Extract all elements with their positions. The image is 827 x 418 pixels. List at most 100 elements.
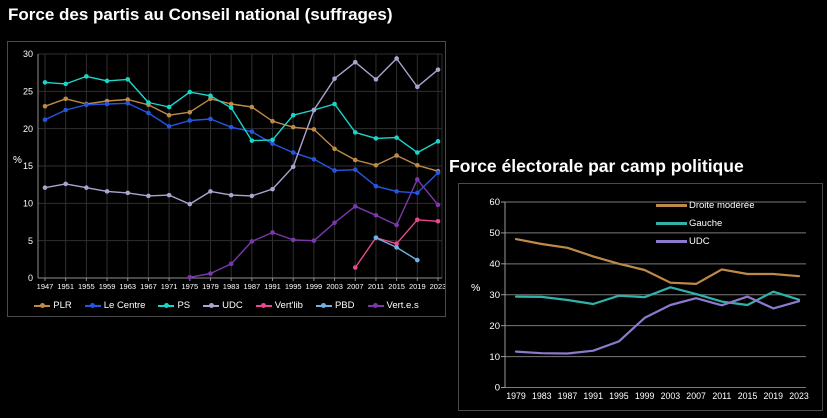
data-point — [84, 74, 89, 79]
x-tick-label: 2007 — [686, 391, 706, 401]
y-tick-label: 10 — [23, 199, 33, 209]
data-point — [394, 245, 399, 250]
data-point — [104, 189, 110, 194]
legend-item-udc: UDC — [656, 235, 754, 248]
y-axis-unit-label: % — [13, 155, 22, 166]
data-point — [187, 274, 193, 280]
data-point — [352, 157, 358, 163]
data-point — [332, 76, 337, 81]
data-point — [208, 93, 213, 99]
legend-label: UDC — [689, 236, 710, 247]
data-point — [228, 192, 234, 198]
data-point — [290, 164, 296, 170]
data-point — [42, 185, 48, 190]
legend-marker-icon — [34, 302, 51, 309]
data-point — [125, 190, 131, 196]
data-point — [311, 238, 317, 243]
series-udc — [42, 56, 441, 207]
y-tick-label: 15 — [23, 161, 33, 171]
x-tick-label: 1979 — [506, 391, 526, 401]
data-point — [63, 107, 68, 113]
left-chart-title: Force des partis au Conseil national (su… — [8, 5, 393, 24]
data-point — [187, 89, 193, 95]
data-point — [125, 77, 131, 82]
data-point — [249, 104, 255, 110]
data-point — [84, 102, 89, 108]
x-tick-label: 1995 — [609, 391, 629, 401]
data-point — [208, 271, 213, 276]
legend-item-gauche: Gauche — [656, 217, 754, 230]
data-point — [146, 100, 151, 105]
series-gauche — [514, 286, 801, 307]
data-point — [228, 261, 234, 267]
x-tick-label: 2007 — [347, 282, 364, 291]
legend-label: Droite modérée — [689, 200, 755, 211]
x-tick-label: 1947 — [37, 282, 54, 291]
legend-item-plr: PLR — [34, 300, 72, 311]
data-point — [166, 124, 172, 129]
x-tick-label: 2019 — [763, 391, 783, 401]
legend-label: UDC — [222, 300, 243, 311]
data-point — [270, 141, 275, 146]
legend-line-icon — [656, 222, 687, 225]
legend-item-udc: UDC — [203, 300, 243, 311]
x-tick-label: 1999 — [635, 391, 655, 401]
x-tick-label: 1995 — [285, 282, 302, 291]
data-point — [104, 101, 110, 107]
x-tick-label: 1999 — [306, 282, 323, 291]
x-tick-label: 1975 — [181, 282, 198, 291]
data-point — [435, 202, 441, 208]
x-tick-label: 2023 — [430, 282, 445, 291]
legend-line-icon — [656, 240, 687, 243]
data-point — [270, 137, 275, 143]
data-point — [208, 189, 213, 194]
data-point — [311, 127, 317, 132]
series-ps — [42, 74, 441, 155]
legend-marker-icon — [158, 302, 175, 309]
x-tick-label: 2003 — [326, 282, 343, 291]
x-tick-label: 1955 — [78, 282, 95, 291]
data-point — [394, 153, 399, 158]
x-tick-label: 1967 — [140, 282, 157, 291]
axis-labels: 0 5 10 15 20 25 30 1947 1951 1955 1959 1963 1967 1971… — [13, 49, 445, 291]
x-tick-label: 2015 — [738, 391, 758, 401]
right-chart-plot: 0 10 20 30 40 50 60 1979 1983 1987 1991 1995 1999 200… — [471, 197, 809, 401]
data-point — [352, 265, 358, 270]
data-point — [290, 124, 296, 130]
legend-item-le-centre: Le Centre — [84, 300, 145, 311]
data-point — [435, 67, 441, 72]
x-tick-label: 1979 — [202, 282, 219, 291]
data-point — [311, 156, 317, 162]
data-point — [270, 118, 275, 124]
data-point — [63, 181, 68, 187]
legend-marker-icon — [84, 302, 101, 309]
data-point — [415, 177, 420, 182]
x-tick-label: 1951 — [57, 282, 74, 291]
data-point — [146, 193, 151, 199]
legend-marker-icon — [255, 302, 272, 309]
x-tick-label: 2011 — [712, 391, 731, 401]
series-le-centre — [42, 100, 441, 196]
y-axis-unit-label: % — [471, 282, 480, 294]
y-tick-label: 20 — [489, 321, 500, 332]
data-point — [435, 218, 441, 224]
y-tick-label: 20 — [23, 124, 33, 134]
data-point — [394, 189, 399, 194]
data-point — [187, 118, 193, 123]
y-tick-label: 0 — [495, 383, 500, 394]
left-chart-panel: 0 5 10 15 20 25 30 1947 1951 1955 1959 1963 1967 1971… — [7, 41, 446, 317]
x-tick-label: 1983 — [532, 391, 552, 401]
data-point — [415, 150, 420, 155]
x-tick-label: 1963 — [119, 282, 136, 291]
data-point — [208, 116, 213, 122]
data-point — [187, 109, 193, 115]
data-point — [373, 136, 379, 141]
y-tick-label: 50 — [489, 228, 500, 239]
y-tick-label: 25 — [23, 87, 33, 97]
legend-label: PLR — [53, 300, 72, 311]
legend-label: PS — [177, 300, 191, 311]
y-tick-label: 40 — [489, 259, 500, 270]
legend-label: Vert.e.s — [386, 300, 419, 311]
x-tick-label: 2011 — [368, 282, 384, 291]
axis-labels: 0 10 20 30 40 50 60 1979 1983 1987 1991 1995 1999 200… — [471, 197, 809, 401]
